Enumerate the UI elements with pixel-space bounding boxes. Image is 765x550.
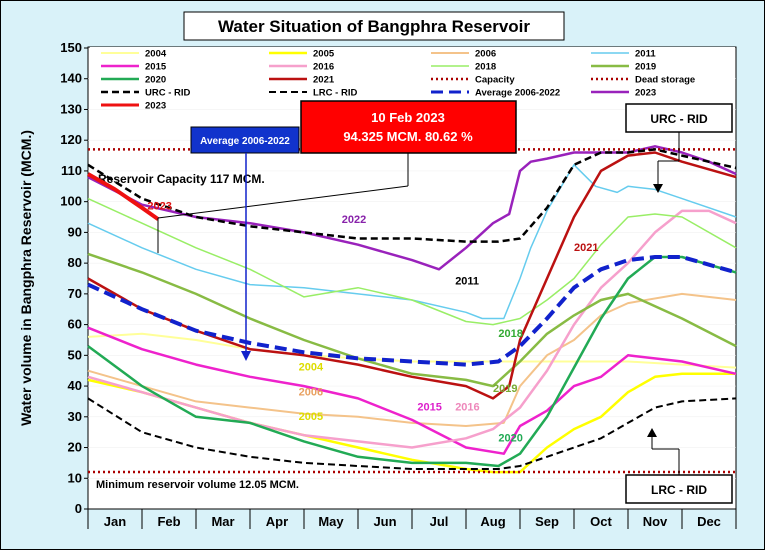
series-line-urc-rid	[87, 148, 737, 243]
y-tick-label-30: 30	[68, 409, 82, 424]
urc-label-box	[625, 103, 733, 133]
legend-label-11: Dead storage	[635, 75, 695, 86]
series-label-2015-8: 2015	[417, 402, 441, 414]
legend-label-13: LRC - RID	[313, 88, 357, 99]
series-line-2006	[87, 292, 737, 427]
x-tick-label-feb: Feb	[157, 514, 180, 529]
x-tick-label-aug: Aug	[480, 514, 505, 529]
series-label-2023-0: 2023	[147, 200, 171, 212]
series-label-2021-3: 2021	[574, 242, 598, 254]
y-tick-label-70: 70	[68, 286, 82, 301]
x-tick-label-oct: Oct	[590, 514, 612, 529]
legend-label-15: 2023	[635, 88, 656, 99]
x-tick-label-jun: Jun	[373, 514, 396, 529]
current-date: 10 Feb 2023	[371, 110, 445, 125]
legend-label-5: 2016	[313, 62, 334, 73]
y-tick-label-130: 130	[60, 101, 82, 116]
series-label-2006-6: 2006	[299, 386, 323, 398]
x-tick-label-may: May	[318, 514, 344, 529]
urc-arrow-head	[653, 184, 663, 193]
series-label-2019-10: 2019	[493, 383, 517, 395]
series-lines	[87, 145, 737, 474]
lrc-arrow-head	[647, 428, 657, 437]
legend-label-3: 2011	[635, 49, 656, 60]
legend: 2004 2005 2006 2011 2015 2016 2018 2019 2020 2021…	[90, 47, 735, 112]
average-label: Average 2006-2022	[200, 136, 290, 147]
x-tick-label-nov: Nov	[643, 514, 668, 529]
legend-label-16: 2023	[145, 101, 166, 112]
legend-label-8: 2020	[145, 75, 166, 86]
y-tick-label-110: 110	[61, 163, 82, 178]
legend-label-2: 2006	[475, 49, 496, 60]
y-tick-label-20: 20	[68, 440, 82, 455]
average-arrow-head	[241, 351, 251, 361]
y-tick-label-60: 60	[68, 317, 82, 332]
lrc-label-box	[625, 474, 733, 504]
current-value-box	[300, 100, 517, 154]
series-line-2004	[87, 332, 737, 369]
x-tick-label-dec: Dec	[697, 514, 721, 529]
y-tick-label-140: 140	[60, 71, 82, 86]
current-callout-line-2	[157, 185, 409, 219]
series-label-2016-9: 2016	[455, 402, 479, 414]
series-line-2016	[87, 209, 737, 449]
legend-label-1: 2005	[313, 49, 335, 60]
series-label-2004-5: 2004	[299, 362, 324, 374]
series-line-average-2006-2022	[87, 255, 737, 367]
y-tick-label-50: 50	[68, 347, 82, 362]
series-line-2018	[87, 197, 737, 326]
legend-label-10: Capacity	[475, 75, 515, 86]
average-label-box	[190, 126, 300, 154]
urc-label: URC - RID	[650, 112, 708, 126]
series-label-2018-4: 2018	[498, 328, 522, 340]
x-axis-ticks: Jan Feb Mar Apr May Jun Jul Aug Sep Oct Nov Dec	[87, 509, 737, 529]
legend-label-14: Average 2006-2022	[475, 88, 560, 99]
y-axis-label: Water volume in Bangphra Reservoir (MCM.…	[18, 130, 34, 426]
y-tick-label-150: 150	[60, 40, 82, 55]
x-tick-label-sep: Sep	[535, 514, 559, 529]
legend-label-4: 2015	[145, 62, 167, 73]
title-box	[183, 11, 565, 41]
series-label-2011-2: 2011	[455, 276, 479, 288]
lrc-label: LRC - RID	[651, 483, 707, 497]
x-tick-label-mar: Mar	[211, 514, 234, 529]
series-label-2022-1: 2022	[342, 214, 366, 226]
series-label-2005-7: 2005	[299, 411, 323, 423]
dead-storage-text: Minimum reservoir volume 12.05 MCM.	[96, 479, 299, 491]
y-tick-label-10: 10	[68, 470, 82, 485]
series-label-2020-11: 2020	[498, 432, 522, 444]
y-tick-label-90: 90	[68, 224, 82, 239]
chart-title: Water Situation of Bangphra Reservoir	[218, 17, 530, 36]
y-tick-label-100: 100	[60, 194, 82, 209]
series-line-2011	[87, 164, 737, 320]
legend-label-12: URC - RID	[145, 88, 191, 99]
series-line-2023	[87, 172, 160, 221]
legend-label-6: 2018	[475, 62, 496, 73]
x-tick-label-jul: Jul	[430, 514, 449, 529]
series-line-lrc-rid	[87, 397, 737, 470]
y-tick-label-40: 40	[68, 378, 82, 393]
x-tick-label-jan: Jan	[104, 514, 126, 529]
y-tick-label-120: 120	[60, 132, 82, 147]
series-labels: 2023 2022 2011 2021 2018 2004 2006 2005 2015 2016…	[147, 200, 598, 444]
y-tick-label-0: 0	[75, 501, 82, 516]
series-line-2020	[87, 255, 737, 468]
current-value: 94.325 MCM. 80.62 %	[343, 129, 473, 144]
legend-label-7: 2019	[635, 62, 656, 73]
series-line-2015	[87, 326, 737, 455]
y-axis-ticks: 0 10 20 30 40 50 60 70 80 90 100 110 120 130 140 150	[60, 40, 88, 516]
y-tick-label-80: 80	[68, 255, 82, 270]
x-tick-label-apr: Apr	[266, 514, 288, 529]
capacity-text: Reservoir Capacity 117 MCM.	[98, 172, 265, 186]
series-line-2021	[87, 151, 737, 400]
legend-label-0: 2004	[145, 49, 167, 60]
series-line-2022	[87, 145, 737, 271]
legend-box	[90, 47, 735, 107]
legend-label-9: 2021	[313, 75, 335, 86]
